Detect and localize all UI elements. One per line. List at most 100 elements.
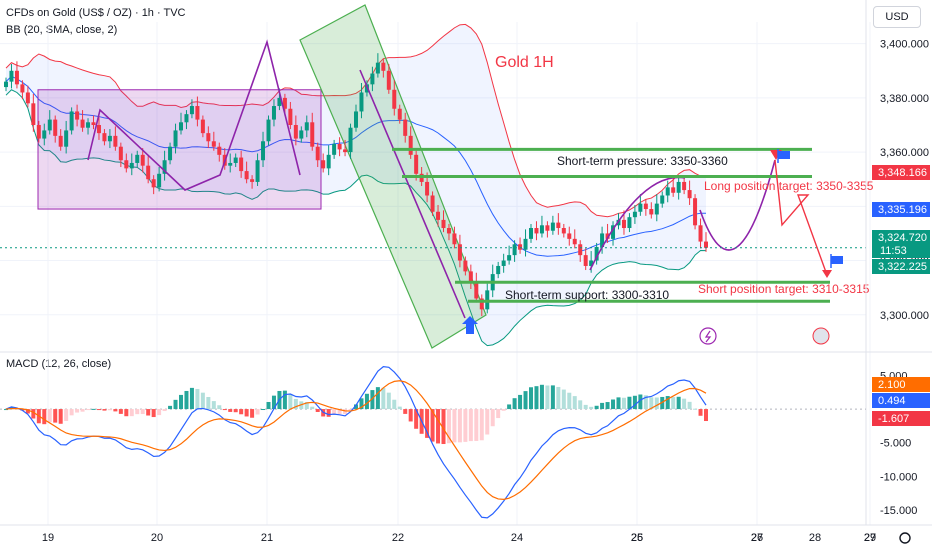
macd-bar xyxy=(397,406,402,410)
macd-bar xyxy=(107,409,112,411)
flash-icon xyxy=(699,327,717,345)
macd-bar xyxy=(332,409,337,415)
candle-body xyxy=(348,127,353,153)
candle-body xyxy=(359,92,364,112)
price-label: 3,322.225 xyxy=(878,261,927,273)
candle-body xyxy=(649,209,654,215)
candle-body xyxy=(687,190,692,199)
macd-bar xyxy=(556,386,561,410)
macd-bar xyxy=(479,409,484,441)
candle-body xyxy=(304,122,309,131)
chart-title: Gold 1H xyxy=(495,54,554,71)
macd-line xyxy=(5,366,707,519)
macd-bar xyxy=(403,409,408,414)
symbol-title[interactable]: CFDs on Gold (US$ / OZ) · 1h · TVC xyxy=(6,7,186,19)
candle-body xyxy=(168,146,173,161)
candle-body xyxy=(91,122,96,126)
candle-body xyxy=(397,108,402,120)
macd-bar xyxy=(326,409,331,417)
candle-body xyxy=(107,135,112,142)
macd-bar xyxy=(58,409,63,424)
candle-body xyxy=(75,111,80,120)
candle-body xyxy=(375,62,380,74)
macd-bar xyxy=(611,399,616,410)
macd-bar xyxy=(627,396,632,410)
candle-body xyxy=(474,282,479,299)
candle-body xyxy=(80,119,85,128)
macd-indicator-label[interactable]: MACD (12, 26, close) xyxy=(6,358,112,370)
candle-body xyxy=(354,111,358,128)
bollinger-fill xyxy=(6,24,706,346)
candle-body xyxy=(545,225,550,231)
price-label: 3,348.166 xyxy=(878,167,927,179)
time-axis-tick: 27 xyxy=(751,532,763,544)
macd-bar xyxy=(266,401,271,410)
macd-bar xyxy=(271,395,276,410)
candle-body xyxy=(512,244,517,256)
macd-bar xyxy=(507,404,512,410)
macd-bar xyxy=(244,409,249,417)
macd-bar xyxy=(523,391,528,410)
candle-body xyxy=(173,130,178,147)
macd-bar xyxy=(616,397,621,410)
candle-body xyxy=(446,228,451,234)
candle-body xyxy=(518,244,523,250)
time-axis-tick: 19 xyxy=(42,532,54,544)
macd-bar xyxy=(86,409,91,411)
macd-label-bg xyxy=(872,377,930,392)
macd-axis-tick: -10.000 xyxy=(880,471,917,483)
projection-path xyxy=(774,159,828,276)
currency-button-label: USD xyxy=(885,11,909,23)
candle-body xyxy=(660,195,665,204)
candle-body xyxy=(282,97,287,109)
candle-body xyxy=(436,211,441,220)
candle-body xyxy=(64,130,69,147)
candle-body xyxy=(479,298,484,310)
candle-body xyxy=(414,154,419,174)
candle-body xyxy=(20,84,25,93)
macd-bar xyxy=(408,409,413,422)
currency-button[interactable]: USD xyxy=(873,6,921,28)
macd-bar xyxy=(211,401,216,410)
macd-histogram xyxy=(4,384,708,445)
price-label-bg xyxy=(872,259,930,274)
macd-bar xyxy=(222,409,227,411)
macd-bar xyxy=(91,408,96,410)
candle-body xyxy=(47,119,52,131)
macd-bar xyxy=(518,394,523,410)
candle-body xyxy=(206,133,211,142)
candle-body xyxy=(151,179,156,188)
arrow-up-icon xyxy=(462,316,478,334)
macd-bar xyxy=(96,409,101,411)
macd-bar xyxy=(392,399,397,410)
candle-body xyxy=(698,225,703,242)
time-axis-tick: 24 xyxy=(511,532,523,544)
candle-body xyxy=(600,233,605,247)
macd-bar xyxy=(370,390,375,410)
macd-bar xyxy=(632,395,637,410)
candle-body xyxy=(261,141,266,161)
candle-body xyxy=(550,222,555,231)
candle-body xyxy=(539,225,544,234)
flag-icon xyxy=(778,151,790,159)
macd-bar xyxy=(638,394,643,410)
bb-upper-line xyxy=(5,23,707,218)
candle-body xyxy=(632,211,637,218)
candle-body xyxy=(665,187,670,196)
macd-bar xyxy=(25,409,30,414)
candle-body xyxy=(616,219,621,226)
bb-indicator-label[interactable]: BB (20, SMA, close, 2) xyxy=(6,24,118,36)
macd-bar xyxy=(282,390,287,410)
candle-body xyxy=(337,143,342,150)
macd-bar xyxy=(561,389,566,410)
candle-body xyxy=(403,119,408,136)
candle-body xyxy=(189,106,194,115)
macd-bar xyxy=(135,409,140,415)
candle-body xyxy=(217,146,222,155)
macd-bar xyxy=(441,409,446,445)
macd-bar xyxy=(496,409,501,419)
candle-body xyxy=(343,149,348,153)
candle-body xyxy=(195,106,200,120)
macd-bar xyxy=(386,392,391,410)
